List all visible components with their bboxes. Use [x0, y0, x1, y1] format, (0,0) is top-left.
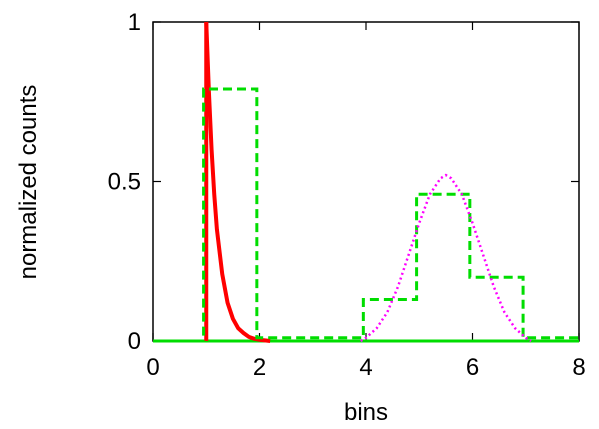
x-tick-label: 0 — [146, 354, 159, 381]
y-tick-label: 0.5 — [108, 169, 141, 196]
plot-area-frame — [152, 21, 580, 342]
x-axis-label: bins — [344, 399, 388, 426]
y-tick-label: 1 — [128, 9, 141, 36]
gaussian-fit-line — [360, 173, 532, 343]
series-group — [153, 21, 579, 343]
decay-curve-line — [204, 21, 271, 343]
x-tick-label: 2 — [253, 354, 266, 381]
histogram-step-line — [153, 87, 579, 343]
y-axis-label: normalized counts — [15, 85, 42, 280]
x-tick-label: 8 — [572, 354, 585, 381]
ticks: 0 2 4 6 8 0 0.5 1 — [108, 9, 586, 381]
y-tick-label: 0 — [128, 328, 141, 355]
x-tick-label: 6 — [466, 354, 479, 381]
x-tick-label: 4 — [359, 354, 372, 381]
